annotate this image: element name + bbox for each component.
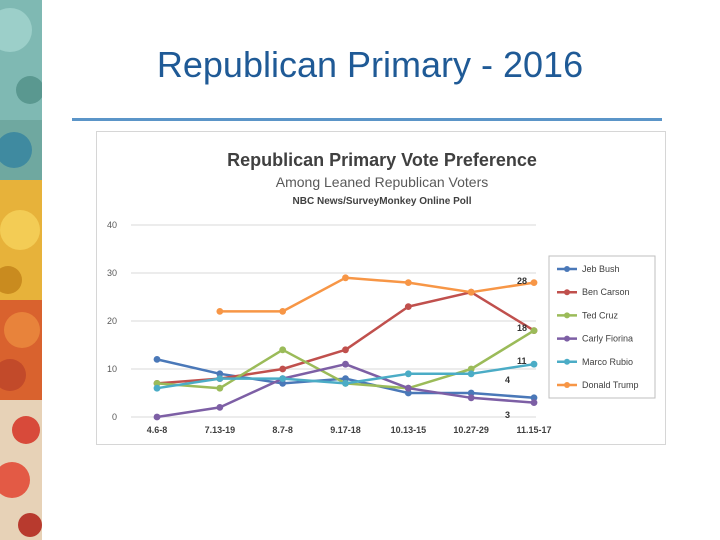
data-point-jeb-bush — [279, 380, 287, 387]
data-point-ted-cruz — [530, 327, 538, 334]
x-tick-label: 8.7-8 — [272, 425, 293, 435]
data-point-marco-rubio — [279, 375, 287, 382]
title-divider — [72, 118, 662, 121]
data-point-jeb-bush — [467, 389, 475, 397]
legend-label-marco-rubio: Marco Rubio — [582, 357, 633, 367]
data-point-donald-trump — [342, 274, 349, 282]
end-value-label: 4 — [505, 375, 510, 385]
legend-label-ben-carson: Ben Carson — [582, 287, 630, 297]
data-point-ted-cruz — [153, 380, 161, 387]
series-layer — [153, 274, 538, 421]
axis-ticks: 0 10 20 30 40 4.6-8 7.13-19 8.7-8 9.17-18 10.13-1… — [107, 220, 552, 435]
end-labels: 28 18 11 4 3 — [505, 276, 527, 420]
data-point-marco-rubio — [216, 375, 224, 382]
y-tick-label: 40 — [107, 220, 117, 230]
x-tick-label: 4.6-8 — [147, 425, 168, 435]
data-point-ted-cruz — [279, 346, 287, 354]
grid-lines — [131, 224, 536, 418]
data-point-ben-carson — [404, 303, 412, 310]
legend-label-donald-trump: Donald Trump — [582, 380, 639, 390]
data-point-jeb-bush — [216, 370, 224, 378]
x-tick-label: 7.13-19 — [205, 425, 236, 435]
data-point-marco-rubio — [153, 384, 161, 392]
legend-box — [548, 255, 656, 399]
line-chart: Republican Primary Vote Preference Among… — [107, 150, 656, 435]
data-point-ben-carson — [279, 365, 287, 373]
data-point-donald-trump — [404, 279, 412, 286]
x-tick-label: 11.15-17 — [516, 425, 551, 435]
data-point-carly-fiorina — [530, 399, 538, 406]
legend: Jeb Bush Ben Carson Ted Cruz Carly Fiorina M… — [548, 255, 656, 399]
y-tick-label: 0 — [112, 412, 117, 422]
end-value-label: 11 — [517, 356, 527, 366]
y-tick-label: 30 — [107, 268, 117, 278]
end-value-label: 3 — [505, 410, 510, 420]
x-tick-label: 10.13-15 — [391, 425, 427, 435]
legend-marker-ben-carson — [564, 289, 570, 296]
series-line-donald-trump — [219, 276, 535, 313]
data-point-jeb-bush — [530, 394, 538, 402]
chart-source: NBC News/SurveyMonkey Online Poll — [293, 196, 472, 207]
chart-frame: Republican Primary Vote Preference Among… — [96, 131, 666, 445]
data-point-ben-carson — [342, 346, 349, 354]
legend-marker-carly-fiorina — [564, 335, 570, 342]
data-point-carly-fiorina — [342, 360, 349, 368]
series-line-ben-carson — [156, 290, 535, 385]
data-point-donald-trump — [279, 308, 287, 315]
legend-label-jeb-bush: Jeb Bush — [582, 264, 620, 274]
data-point-jeb-bush — [404, 389, 412, 397]
end-value-label: 18 — [517, 323, 527, 333]
legend-label-ted-cruz: Ted Cruz — [582, 310, 619, 320]
data-point-donald-trump — [216, 308, 224, 315]
data-point-carly-fiorina — [153, 413, 161, 421]
data-point-marco-rubio — [467, 370, 475, 378]
data-point-donald-trump — [530, 279, 538, 286]
data-point-jeb-bush — [342, 375, 349, 382]
legend-marker-ted-cruz — [564, 312, 570, 319]
decorative-side-strip — [0, 0, 42, 540]
y-tick-label: 10 — [107, 364, 117, 374]
x-tick-label: 10.27-29 — [453, 425, 489, 435]
slide-title: Republican Primary - 2016 — [156, 44, 584, 85]
legend-marker-donald-trump — [564, 382, 570, 388]
data-point-marco-rubio — [404, 370, 412, 378]
legend-label-carly-fiorina: Carly Fiorina — [582, 334, 633, 344]
end-value-label: 28 — [517, 276, 527, 286]
data-point-carly-fiorina — [467, 394, 475, 402]
data-point-jeb-bush — [153, 356, 161, 363]
legend-marker-jeb-bush — [564, 266, 570, 272]
data-point-ted-cruz — [216, 384, 224, 392]
chart-title: Republican Primary Vote Preference — [227, 150, 537, 170]
data-point-carly-fiorina — [216, 404, 224, 411]
data-point-marco-rubio — [342, 380, 349, 387]
data-point-marco-rubio — [530, 360, 538, 368]
chart-subtitle: Among Leaned Republican Voters — [276, 174, 488, 190]
data-point-ted-cruz — [467, 365, 475, 373]
x-tick-label: 9.17-18 — [330, 425, 361, 435]
data-point-carly-fiorina — [404, 384, 412, 392]
data-point-donald-trump — [467, 288, 475, 296]
y-tick-label: 20 — [107, 316, 117, 326]
legend-marker-marco-rubio — [564, 358, 570, 365]
